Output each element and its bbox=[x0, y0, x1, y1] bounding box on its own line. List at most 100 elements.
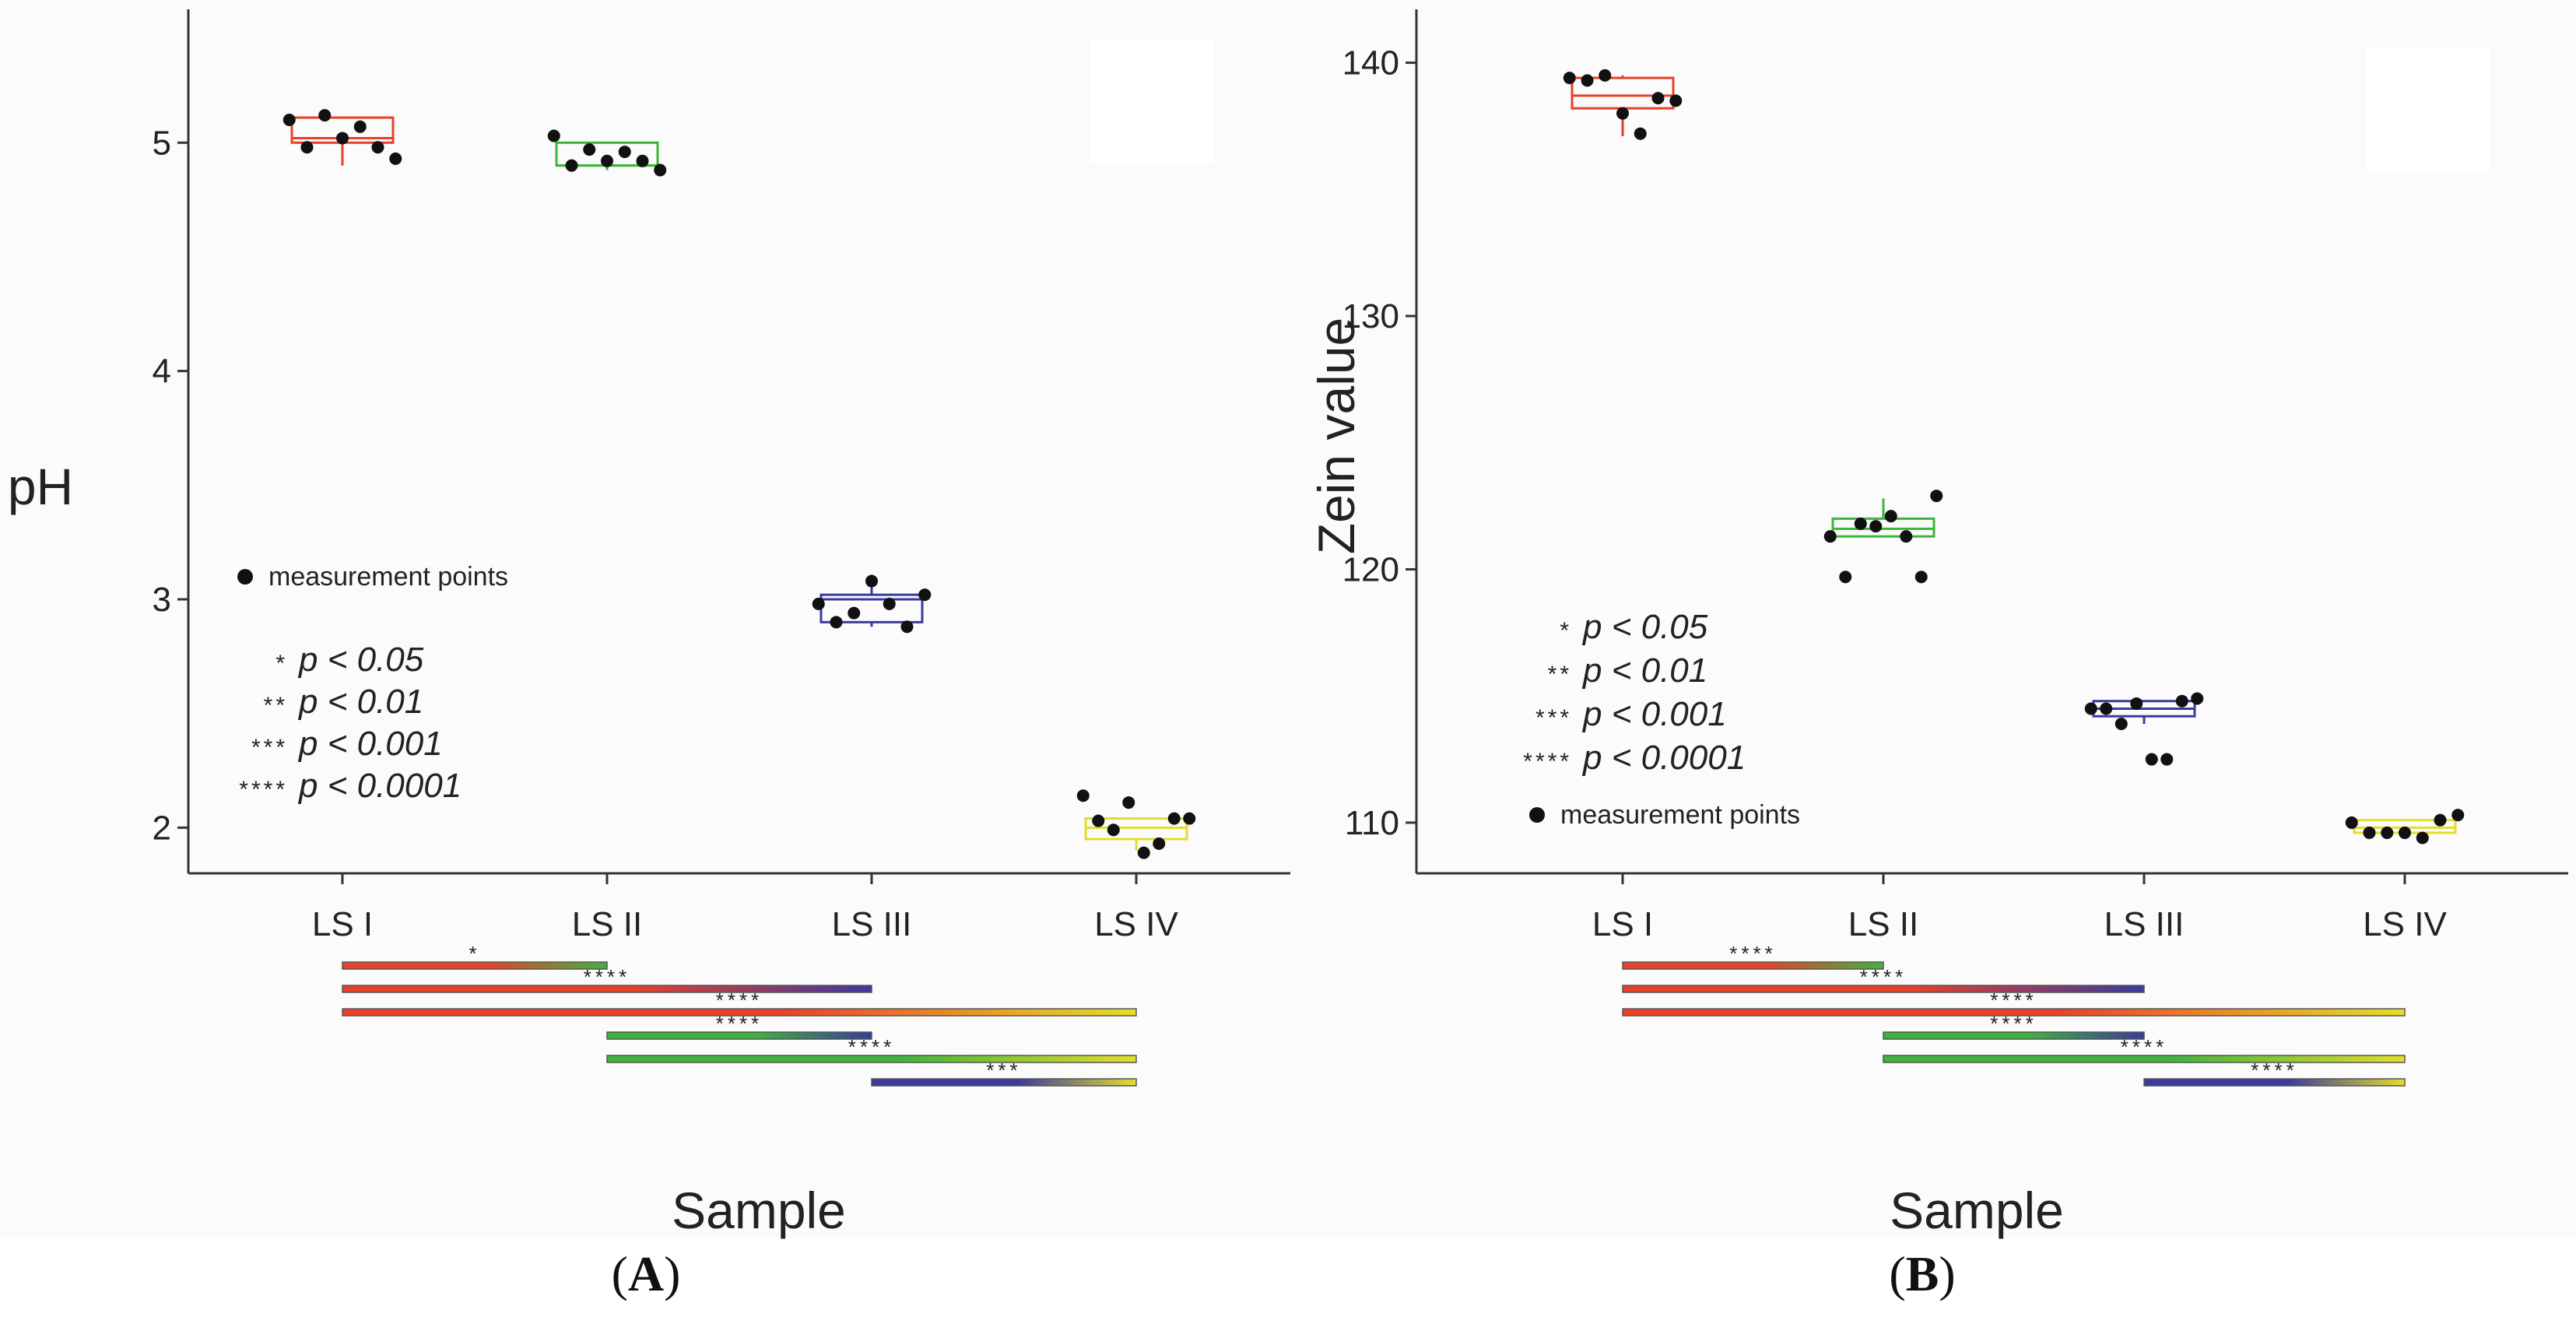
measurement-point bbox=[318, 109, 332, 122]
measurement-point bbox=[283, 114, 296, 126]
x-tick-label: LS III bbox=[832, 905, 912, 943]
x-tick-label: LS I bbox=[312, 905, 373, 943]
comparison-bar bbox=[1622, 985, 2145, 993]
measurement-point bbox=[848, 606, 861, 620]
measurement-point bbox=[2363, 826, 2376, 839]
measurement-point bbox=[2160, 753, 2174, 766]
y-axis-title: pH bbox=[8, 458, 73, 515]
legend-stars: ** bbox=[1548, 662, 1572, 687]
y-tick-label: 4 bbox=[153, 353, 171, 391]
x-axis-title: Sample bbox=[672, 1182, 846, 1239]
measurement-point bbox=[1581, 74, 1594, 87]
legend-stars: ** bbox=[264, 693, 288, 718]
y-tick-label: 110 bbox=[1345, 804, 1399, 842]
comparison-bar bbox=[1883, 1031, 2145, 1040]
measurement-point bbox=[2175, 694, 2188, 708]
comparison-stars: **** bbox=[848, 1035, 895, 1059]
comparison-bar bbox=[342, 985, 872, 993]
legend-pvalue-text: p < 0.05 bbox=[1581, 608, 1708, 646]
measurement-point bbox=[1900, 530, 1913, 543]
ph-chart-svg: 2 3 4 5 pH LS I LS II LS III LS IV Sample measurem… bbox=[8, 9, 1290, 1239]
measurement-point bbox=[1634, 127, 1647, 140]
measurement-point bbox=[1167, 812, 1181, 825]
measurement-point bbox=[830, 616, 843, 629]
measurement-point bbox=[2381, 826, 2394, 839]
measurement-point bbox=[918, 588, 932, 602]
zein-chart-svg: 110 120 130 140 Zein value LS I LS II LS III LS … bbox=[1307, 9, 2568, 1239]
legend-stars: **** bbox=[1523, 749, 1572, 774]
measurement-point bbox=[1884, 510, 1897, 523]
measurement-point bbox=[601, 154, 613, 167]
measurement-point bbox=[371, 141, 384, 154]
measurement-point bbox=[900, 620, 914, 634]
legend-pvalue-text: p < 0.001 bbox=[297, 725, 443, 763]
legend-pvalue-text: p < 0.001 bbox=[1581, 695, 1727, 733]
measurement-point bbox=[2191, 692, 2204, 705]
measurement-point bbox=[583, 143, 596, 156]
legend-points-label: measurement points bbox=[1560, 800, 1800, 830]
y-tick-label: 3 bbox=[153, 581, 171, 619]
legend-pvalue-text: p < 0.0001 bbox=[297, 767, 462, 805]
measurement-point bbox=[1914, 571, 1928, 584]
x-tick-label: LS IV bbox=[1094, 905, 1178, 943]
comparison-stars: **** bbox=[1990, 989, 2037, 1012]
panel-a-chart: 2 3 4 5 pH LS I LS II LS III LS IV Sample measurem… bbox=[0, 0, 1292, 1239]
legend-pvalue-text: p < 0.0001 bbox=[1581, 739, 1746, 777]
y-tick-label: 2 bbox=[153, 809, 171, 847]
measurement-point bbox=[1854, 517, 1867, 530]
measurement-point bbox=[812, 597, 825, 610]
legend-stars: *** bbox=[1535, 705, 1572, 731]
measurement-point bbox=[883, 597, 896, 610]
y-tick-label: 5 bbox=[153, 124, 171, 162]
measurement-point bbox=[1092, 814, 1105, 827]
comparison-bar bbox=[1883, 1055, 2406, 1063]
measurement-point bbox=[1669, 94, 1683, 107]
legend-stars: * bbox=[275, 651, 288, 676]
measurement-point bbox=[1616, 107, 1629, 120]
measurement-point bbox=[2416, 831, 2429, 845]
measurement-point bbox=[547, 129, 560, 142]
measurement-point bbox=[1839, 571, 1852, 584]
comparison-bar bbox=[606, 1031, 872, 1040]
legend-stars: *** bbox=[251, 735, 288, 760]
x-tick-label: LS IV bbox=[2363, 905, 2447, 943]
comparison-stars: **** bbox=[716, 1012, 763, 1035]
x-tick-label: LS II bbox=[572, 905, 643, 943]
legend-points-label: measurement points bbox=[268, 562, 508, 592]
measurement-point bbox=[336, 132, 349, 145]
legend-stars: **** bbox=[239, 777, 288, 802]
measurement-point bbox=[2100, 702, 2113, 715]
comparison-bar bbox=[342, 1008, 1137, 1017]
legend-pvalue-text: p < 0.05 bbox=[297, 641, 424, 679]
measurement-point bbox=[865, 574, 878, 588]
y-axis-title: Zein value bbox=[1307, 318, 1365, 555]
measurement-point bbox=[1599, 68, 1612, 82]
measurement-point bbox=[2399, 826, 2411, 839]
measurement-point bbox=[2434, 813, 2447, 827]
measurement-point bbox=[618, 146, 631, 159]
measurement-point bbox=[353, 120, 367, 133]
measurement-point bbox=[1869, 520, 1883, 533]
x-tick-label: LS I bbox=[1592, 905, 1653, 943]
panel-label-a: (A) bbox=[611, 1246, 681, 1301]
comparison-bar bbox=[342, 961, 608, 970]
measurement-point bbox=[389, 152, 402, 165]
measurement-point bbox=[2130, 697, 2143, 710]
comparison-stars: **** bbox=[1729, 942, 1776, 965]
comparison-stars: **** bbox=[2121, 1035, 2167, 1059]
empty-legend-box bbox=[2366, 47, 2490, 171]
comparison-bar bbox=[1622, 1008, 2406, 1017]
comparison-bar bbox=[1622, 961, 1884, 970]
x-tick-label: LS II bbox=[1848, 905, 1919, 943]
empty-legend-box bbox=[1090, 39, 1214, 163]
measurement-point bbox=[565, 159, 578, 172]
panel-b-chart: 110 120 130 140 Zein value LS I LS II LS III LS … bbox=[1292, 0, 2576, 1239]
comparison-bar bbox=[871, 1078, 1137, 1087]
legend-stars: * bbox=[1560, 618, 1572, 644]
measurement-point bbox=[2114, 717, 2128, 730]
comparison-stars: **** bbox=[1990, 1012, 2037, 1035]
measurement-point bbox=[1137, 846, 1150, 859]
measurement-point bbox=[1107, 824, 1120, 837]
comparison-bar bbox=[606, 1055, 1137, 1063]
measurement-point bbox=[2145, 753, 2158, 766]
